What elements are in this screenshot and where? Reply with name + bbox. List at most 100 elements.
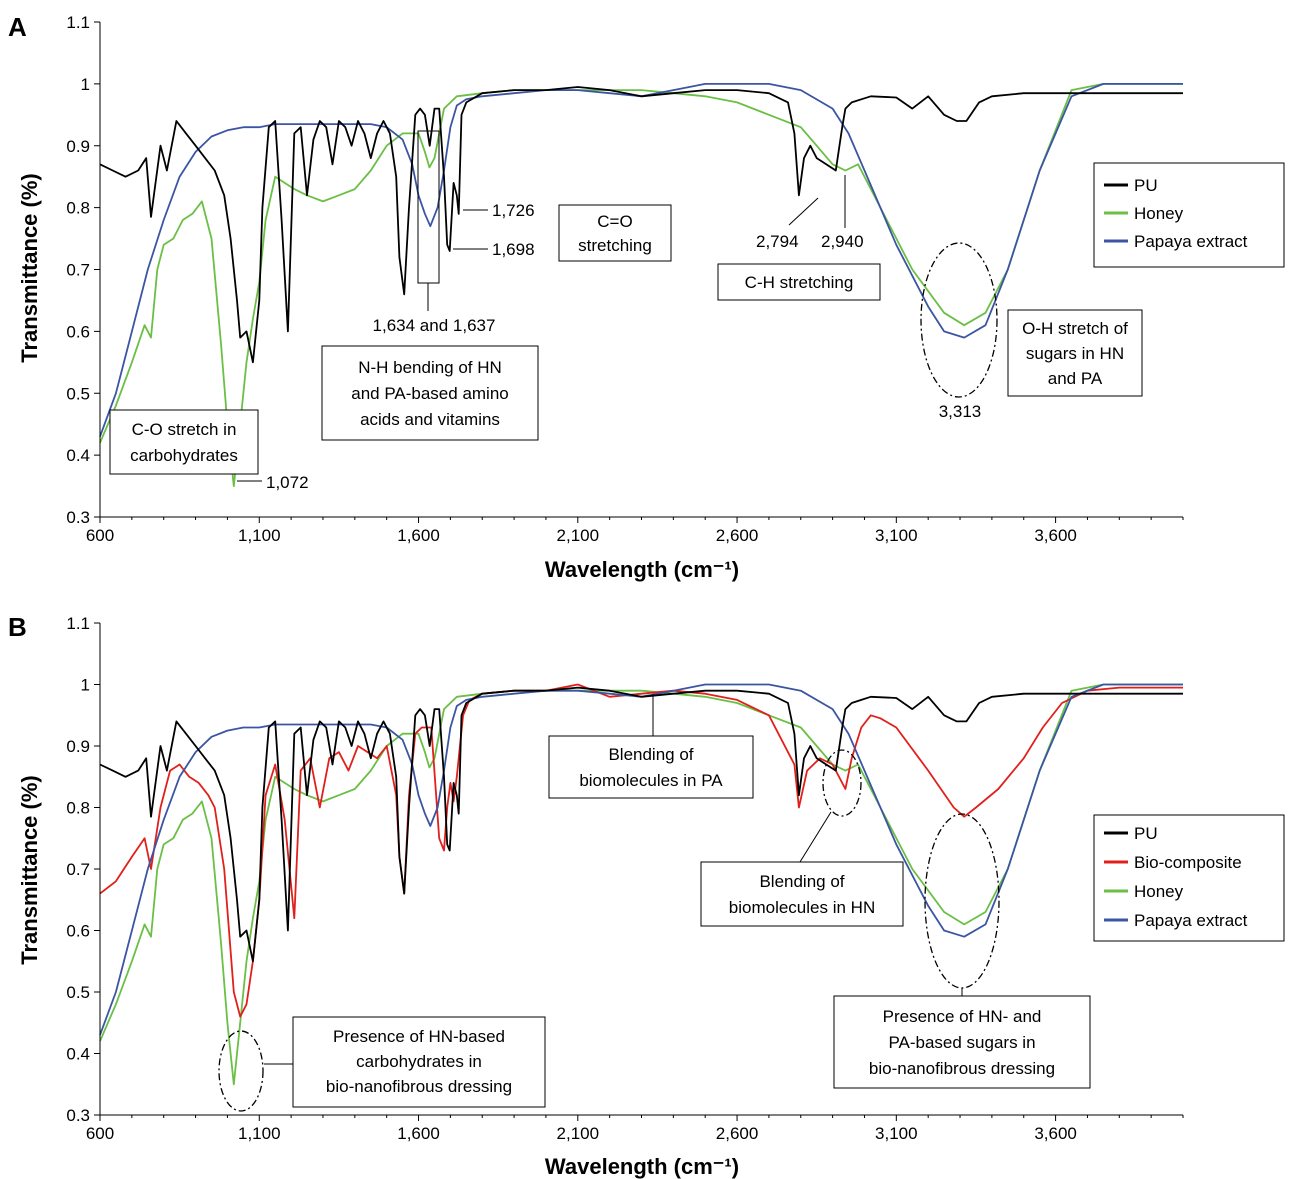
blend-hn-ellipse <box>822 749 862 817</box>
panel-b-ticks: 0.3 0.4 0.5 0.6 0.7 0.8 0.9 1 1.1 600 1,100 1,600 2,… <box>66 614 1184 1143</box>
blend-pa-line1: Blending of <box>608 745 693 764</box>
v1634-label: 1,634 and 1,637 <box>373 316 496 335</box>
panel-a-ytick-label: 0.5 <box>66 384 90 403</box>
nh-bending-line3: acids and vitamins <box>360 410 500 429</box>
panel-b-xtick-label: 3,600 <box>1034 1124 1077 1143</box>
co-double-line2: stretching <box>578 236 652 255</box>
hn-pa-sugars-line2: PA-based sugars in <box>888 1033 1035 1052</box>
ch-stretch-label: C-H stretching <box>745 273 854 292</box>
legend-a-honey: Honey <box>1134 204 1184 223</box>
panel-a-label: A <box>8 12 27 42</box>
panel-a-annotations: C-O stretch in carbohydrates 1,072 1,634… <box>109 130 1143 492</box>
panel-b-legend: PU Bio-composite Honey Papaya extract <box>1093 814 1285 942</box>
legend-b-honey: Honey <box>1134 882 1184 901</box>
panel-b-xtick-label: 600 <box>86 1124 114 1143</box>
panel-b-series-bio-composite <box>99 683 1183 1018</box>
panel-a-legend: PU Honey Papaya extract <box>1093 162 1285 268</box>
blend-pa-line2: biomolecules in PA <box>579 771 723 790</box>
panel-b-ytick-label: 0.6 <box>66 922 90 941</box>
panel-b-annotations: Blending of biomolecules in PA Blending … <box>218 694 1091 1112</box>
hn-carbs-line3: bio-nanofibrous dressing <box>326 1077 512 1096</box>
panel-b-xtick-label: 1,600 <box>397 1124 440 1143</box>
hn-carbs-line2: carbohydrates in <box>356 1052 482 1071</box>
v1726-label: 1,726 <box>492 201 535 220</box>
v2940-label: 2,940 <box>821 232 864 251</box>
panel-a: A Transmittance (%) Wavelength (cm⁻¹) 0.… <box>8 12 1285 582</box>
panel-b-ytick-label: 0.4 <box>66 1045 90 1064</box>
hn-pa-sugars-line1: Presence of HN- and <box>883 1007 1042 1026</box>
panel-a-legend-box <box>1093 162 1285 268</box>
panel-b-ytick-label: 0.8 <box>66 799 90 818</box>
oh-ellipse <box>920 242 998 398</box>
co-double-line1: C=O <box>597 212 632 231</box>
panel-b-x-axis-title: Wavelength (cm⁻¹) <box>545 1154 739 1179</box>
panel-a-xtick-label: 3,600 <box>1034 526 1077 545</box>
panel-b-ytick-label: 0.7 <box>66 860 90 879</box>
blend-hn-pointer <box>799 811 832 863</box>
panel-a-series-honey <box>99 83 1183 488</box>
nh-bending-line2: and PA-based amino <box>351 384 509 403</box>
legend-b-biocomposite: Bio-composite <box>1134 853 1242 872</box>
panel-b-series-papaya-extract <box>99 683 1183 1036</box>
panel-a-lines <box>99 83 1183 488</box>
panel-a-xtick-label: 1,600 <box>397 526 440 545</box>
hn-pa-sugars-line3: bio-nanofibrous dressing <box>869 1059 1055 1078</box>
oh-stretch-line3: and PA <box>1048 369 1103 388</box>
panel-a-ytick-label: 1.1 <box>66 13 90 32</box>
blend-hn-box <box>700 861 904 927</box>
panel-a-ytick-label: 0.7 <box>66 261 90 280</box>
panel-b-xtick-label: 3,100 <box>875 1124 918 1143</box>
co-stretch-box <box>109 409 259 475</box>
panel-b-ytick-label: 0.3 <box>66 1106 90 1125</box>
oh-stretch-line1: O-H stretch of <box>1022 319 1128 338</box>
nh-bending-line1: N-H bending of HN <box>358 358 502 377</box>
panel-a-y-axis-title: Transmittance (%) <box>17 173 42 363</box>
panel-a-ytick-label: 0.9 <box>66 137 90 156</box>
hn-carbs-box <box>292 1016 546 1108</box>
panel-b-label: B <box>8 612 27 642</box>
legend-b-papaya: Papaya extract <box>1134 911 1248 930</box>
blend-pa-box <box>548 735 754 799</box>
v3313-label: 3,313 <box>939 402 982 421</box>
panel-a-ticks: 0.3 0.4 0.5 0.6 0.7 0.8 0.9 1 1.1 600 1,100 1,600 2,… <box>66 13 1184 545</box>
hn-pa-sugars-box <box>833 995 1091 1089</box>
panel-a-xtick-label: 600 <box>86 526 114 545</box>
legend-a-pu: PU <box>1134 176 1158 195</box>
panel-a-ytick-label: 0.4 <box>66 446 90 465</box>
panel-b-xtick-label: 1,100 <box>238 1124 281 1143</box>
panel-a-ytick-label: 1 <box>81 75 90 94</box>
v2794-label: 2,794 <box>756 232 799 251</box>
panel-a-ytick-label: 0.6 <box>66 322 90 341</box>
panel-a-ytick-label: 0.8 <box>66 199 90 218</box>
v1072-label: 1,072 <box>266 473 309 492</box>
panel-b-lines <box>99 683 1183 1086</box>
co-stretch-line1: C-O stretch in <box>132 420 237 439</box>
oh-stretch-box <box>1007 309 1143 397</box>
v1698-label: 1,698 <box>492 240 535 259</box>
panel-a-series-papaya-extract <box>99 83 1183 437</box>
panel-a-ytick-label: 0.3 <box>66 508 90 527</box>
legend-a-papaya: Papaya extract <box>1134 232 1248 251</box>
panel-a-xtick-label: 3,100 <box>875 526 918 545</box>
co-double-box <box>558 204 672 262</box>
ch-stretch-box <box>717 263 881 301</box>
hn-carbs-line1: Presence of HN-based <box>333 1027 505 1046</box>
panel-b-ytick-label: 0.5 <box>66 983 90 1002</box>
oh-stretch-line2: sugars in HN <box>1026 344 1124 363</box>
panel-b-xtick-label: 2,600 <box>716 1124 759 1143</box>
co-stretch-line2: carbohydrates <box>130 446 238 465</box>
panel-b-y-axis-title: Transmittance (%) <box>17 775 42 965</box>
v2794-pointer <box>788 197 819 226</box>
panel-b-ytick-label: 1.1 <box>66 614 90 633</box>
panel-a-xtick-label: 2,600 <box>716 526 759 545</box>
panel-a-series-pu <box>99 86 1183 364</box>
panel-b-xtick-label: 2,100 <box>557 1124 600 1143</box>
panel-b-ytick-label: 1 <box>81 676 90 695</box>
panel-b: B Transmittance (%) Wavelength (cm⁻¹) 0.… <box>8 612 1285 1179</box>
hn-carbs-ellipse <box>218 1030 264 1112</box>
panel-b-series-pu <box>99 686 1183 963</box>
panel-a-x-axis-title: Wavelength (cm⁻¹) <box>545 557 739 582</box>
blend-hn-line1: Blending of <box>759 872 844 891</box>
panel-a-xtick-label: 1,100 <box>238 526 281 545</box>
